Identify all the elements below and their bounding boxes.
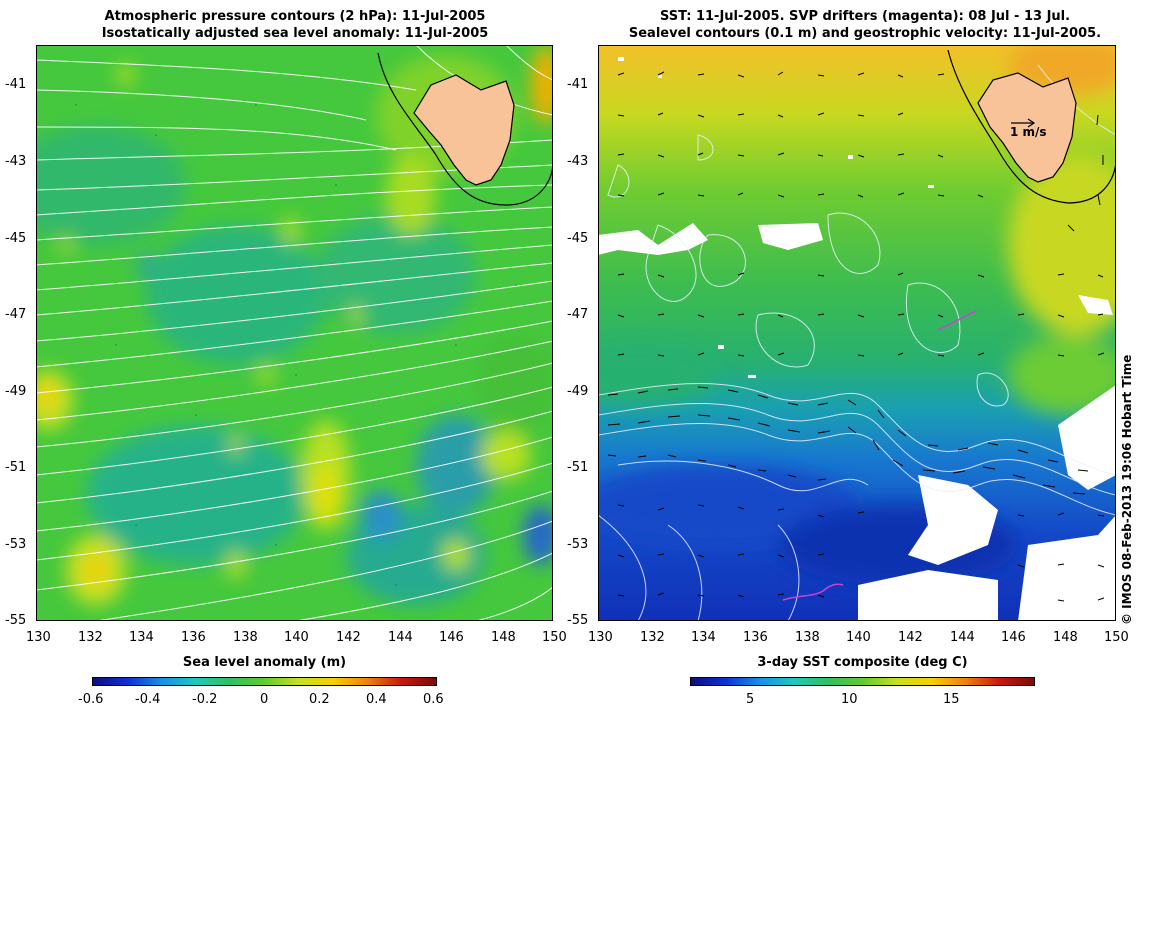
right-x-tick: 146 — [1001, 630, 1026, 645]
left-x-tick: 148 — [491, 630, 516, 645]
left-x-tick: 140 — [284, 630, 309, 645]
velocity-scale-label: 1 m/s — [1010, 125, 1047, 139]
sea-level-colorbar-tick: 0 — [260, 692, 269, 707]
left-x-tick: 138 — [233, 630, 258, 645]
right-y-tick: -49 — [567, 384, 589, 399]
sst-colorbar-label: 3-day SST composite (deg C) — [757, 655, 968, 670]
right-panel-title: SST: 11-Jul-2005. SVP drifters (magenta)… — [590, 8, 1140, 42]
sst-map: 1 m/s — [598, 45, 1116, 621]
sea-level-colorbar — [92, 677, 437, 686]
sea-level-colorbar-tick: 0.6 — [423, 692, 444, 707]
left-title-line2: Isostatically adjusted sea level anomaly… — [101, 26, 489, 41]
credit-text-container: © IMOS 08-Feb-2013 19:06 Hobart Time — [1120, 355, 1140, 925]
right-x-tick: 148 — [1053, 630, 1078, 645]
left-x-tick: 142 — [336, 630, 361, 645]
left-panel-title: Atmospheric pressure contours (2 hPa): 1… — [40, 8, 550, 42]
left-title-line1: Atmospheric pressure contours (2 hPa): 1… — [104, 9, 486, 24]
sea-level-colorbar-tick: 0.2 — [309, 692, 330, 707]
right-x-tick: 136 — [743, 630, 768, 645]
sst-colorbar — [690, 677, 1035, 686]
right-y-tick: -53 — [567, 537, 589, 552]
right-y-tick: -43 — [567, 154, 589, 169]
left-y-tick: -43 — [5, 154, 27, 169]
left-x-tick: 146 — [439, 630, 464, 645]
right-x-tick: 140 — [846, 630, 871, 645]
right-y-tick: -45 — [567, 231, 589, 246]
right-title-line1: SST: 11-Jul-2005. SVP drifters (magenta)… — [659, 9, 1071, 24]
left-y-tick: -45 — [5, 231, 27, 246]
sea-level-colorbar-tick: 0.4 — [366, 692, 387, 707]
sea-level-anomaly-map — [36, 45, 553, 621]
sst-colorbar-tick: 15 — [943, 692, 960, 707]
right-title-line2: Sealevel contours (0.1 m) and geostrophi… — [628, 26, 1102, 41]
left-y-tick: -49 — [5, 384, 27, 399]
left-x-tick: 144 — [388, 630, 413, 645]
velocity-scale-arrow-icon — [1011, 118, 1036, 128]
right-x-tick: 130 — [588, 630, 613, 645]
right-y-tick: -55 — [567, 613, 589, 628]
sea-level-colorbar-tick: -0.6 — [78, 692, 104, 707]
sst-colorbar-tick: 10 — [841, 692, 858, 707]
right-x-tick: 142 — [898, 630, 923, 645]
left-x-tick: 130 — [26, 630, 51, 645]
sea-level-colorbar-tick: -0.2 — [192, 692, 218, 707]
sst-colorbar-tick: 5 — [746, 692, 755, 707]
right-y-tick: -41 — [567, 77, 589, 92]
left-y-tick: -53 — [5, 537, 27, 552]
left-x-tick: 150 — [542, 630, 567, 645]
left-x-tick: 132 — [78, 630, 103, 645]
right-x-tick: 132 — [640, 630, 665, 645]
right-x-tick: 134 — [691, 630, 716, 645]
left-x-tick: 136 — [181, 630, 206, 645]
right-y-tick: -51 — [567, 460, 589, 475]
right-x-tick: 138 — [795, 630, 820, 645]
left-y-tick: -51 — [5, 460, 27, 475]
sea-level-colorbar-label: Sea level anomaly (m) — [182, 655, 347, 670]
right-x-tick: 150 — [1104, 630, 1129, 645]
left-y-tick: -55 — [5, 613, 27, 628]
credit-text: © IMOS 08-Feb-2013 19:06 Hobart Time — [1120, 354, 1134, 625]
left-y-tick: -47 — [5, 307, 27, 322]
right-x-tick: 144 — [950, 630, 975, 645]
right-y-tick: -47 — [567, 307, 589, 322]
left-x-tick: 134 — [129, 630, 154, 645]
sea-level-colorbar-tick: -0.4 — [135, 692, 161, 707]
left-y-tick: -41 — [5, 77, 27, 92]
